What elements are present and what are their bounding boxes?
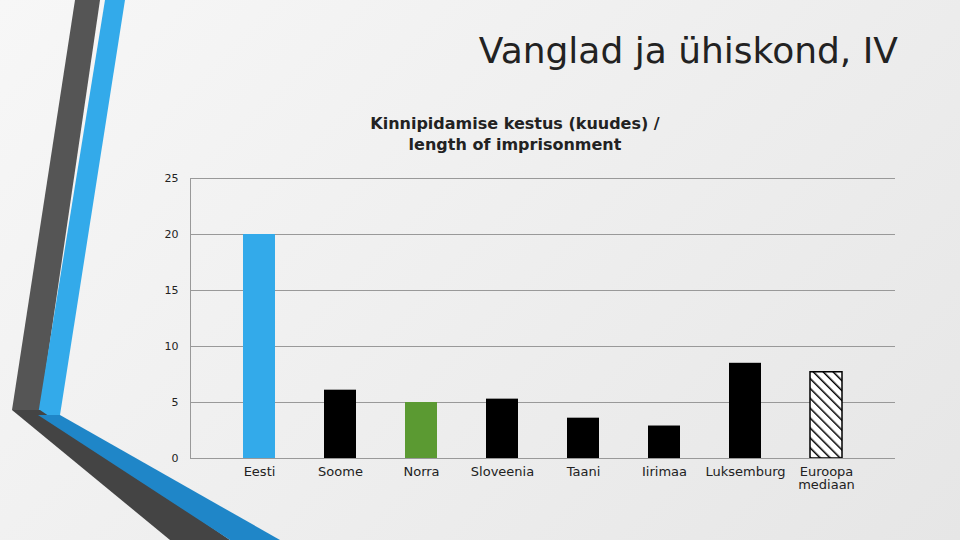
svg-text:20: 20 [165,228,179,241]
svg-text:Luksemburg: Luksemburg [705,464,785,479]
svg-text:0: 0 [172,452,179,465]
html-text:Vanglad ja ühiskond, IV: Vanglad ja ühiskond, IV [478,30,898,71]
svg-text:Eesti: Eesti [244,464,276,479]
svg-text:Euroopamediaan: Euroopamediaan [798,464,855,492]
html-text:Kinnipidamise kestus (kuudes): Kinnipidamise kestus (kuudes) / length o… [370,114,660,154]
svg-text:5: 5 [172,396,179,409]
svg-text:Taani: Taani [566,464,601,479]
svg-text:Norra: Norra [403,464,439,479]
svg-text:25: 25 [165,172,179,185]
svg-text:Sloveenia: Sloveenia [471,464,534,479]
svg-text:15: 15 [165,284,179,297]
svg-text:10: 10 [165,340,179,353]
svg-text:Soome: Soome [318,464,363,479]
svg-text:Iirimaa: Iirimaa [642,464,687,479]
